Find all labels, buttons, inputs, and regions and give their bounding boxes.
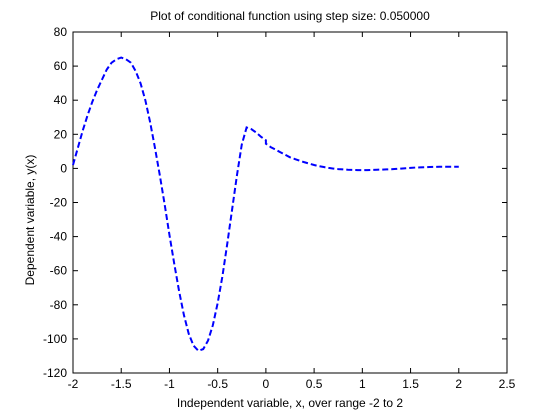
y-tick-label: -40: [50, 230, 68, 244]
y-tick-label: 60: [54, 59, 68, 73]
y-axis-title: Dependent variable, y(x): [23, 155, 37, 286]
x-tick-label: 1: [359, 377, 366, 391]
x-tick-label: -1.5: [111, 377, 132, 391]
x-tick-label: -1: [164, 377, 175, 391]
plot-area: [72, 31, 508, 374]
x-tick-label: 2: [455, 377, 462, 391]
y-tick-label: 80: [54, 25, 68, 39]
x-tick-label: 2.5: [499, 377, 516, 391]
y-tick-label: -80: [50, 298, 68, 312]
x-tick-label: -2: [68, 377, 79, 391]
y-tick-label: -100: [43, 332, 67, 346]
chart-title: Plot of conditional function using step …: [150, 9, 430, 23]
x-tick-label: 0: [263, 377, 270, 391]
y-tick-label: -60: [50, 264, 68, 278]
y-tick-label: 40: [54, 93, 68, 107]
x-tick-label: 0.5: [306, 377, 323, 391]
y-tick-label: 20: [54, 127, 68, 141]
series-line: [72, 56, 459, 352]
y-tick-label: 0: [60, 161, 67, 175]
y-tick-label: -20: [50, 196, 68, 210]
x-axis: -2 -1.5 -1 -0.5 0 0.5 1 1.5 2 2.5: [68, 32, 516, 391]
x-tick-label: 1.5: [402, 377, 419, 391]
x-tick-label: -0.5: [207, 377, 228, 391]
x-axis-title: Independent variable, x, over range -2 t…: [177, 396, 403, 410]
y-axis: -120 -100 -80 -60 -40 -20 0 20 40 60 80: [43, 25, 507, 380]
y-tick-label: -120: [43, 366, 67, 380]
